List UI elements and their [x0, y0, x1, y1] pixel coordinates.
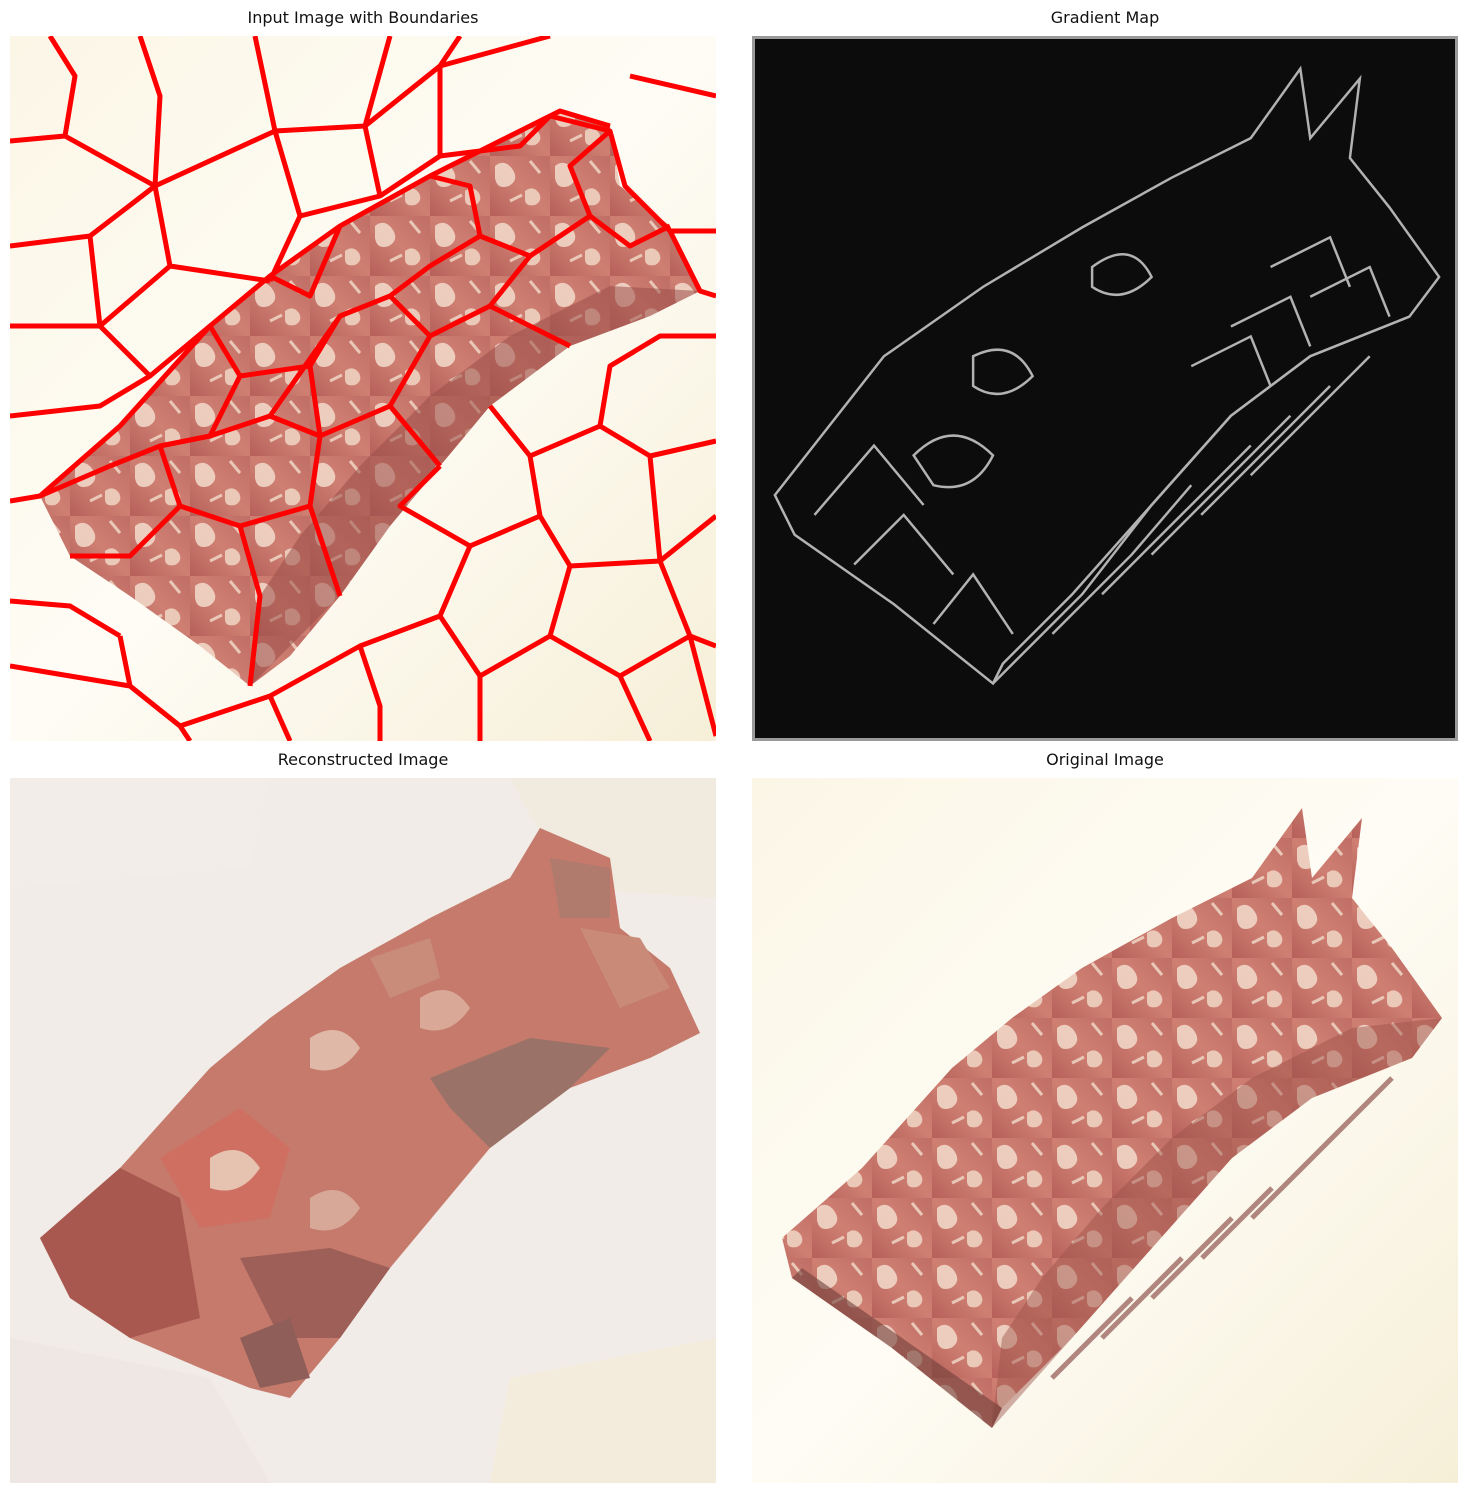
input-image-with-boundaries — [10, 36, 716, 741]
gradient-map-image — [752, 36, 1458, 741]
panel-reconstructed: Reconstructed Image — [10, 750, 716, 1490]
panel-title: Input Image with Boundaries — [247, 8, 479, 27]
panel-input-boundaries: Input Image with Boundaries — [10, 8, 716, 748]
panel-title: Gradient Map — [1050, 8, 1160, 27]
panel-original: Original Image — [752, 750, 1458, 1490]
reconstructed-image — [10, 778, 716, 1483]
panel-title: Reconstructed Image — [277, 750, 449, 769]
superpixel-boundaries — [10, 36, 716, 741]
panel-gradient-map: Gradient Map — [752, 8, 1458, 748]
reconstructed-object — [40, 828, 700, 1398]
panel-title: Original Image — [1046, 750, 1164, 769]
origami-object — [782, 808, 1442, 1428]
original-image — [752, 778, 1458, 1483]
